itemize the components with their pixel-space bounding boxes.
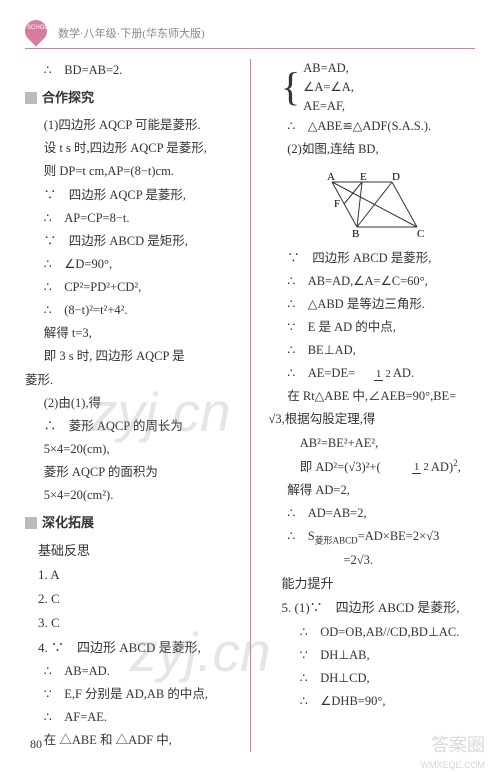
- brace-line: AE=AF,: [303, 97, 354, 116]
- section-header: 深化拓展: [25, 511, 232, 535]
- brace-system: { AB=AD, ∠A=∠A, AE=AF,: [281, 59, 475, 115]
- text-line: 则 DP=t cm,AP=(8−t)cm.: [25, 160, 232, 183]
- text-line: ∵ 四边形 AQCP 是菱形,: [25, 184, 232, 207]
- text-line: 即 3 s 时, 四边形 AQCP 是: [25, 345, 232, 368]
- text-line: ∴ DH⊥CD,: [269, 667, 476, 690]
- school-logo: SCHOOL: [25, 20, 50, 45]
- text-line: √3,根据勾股定理,得: [269, 408, 476, 431]
- text-line: ∴ AB=AD,∠A=∠C=60°,: [269, 270, 476, 293]
- text-line: ∴ (8−t)²=t²+4².: [25, 299, 232, 322]
- text-line: 菱形 AQCP 的面积为: [25, 461, 232, 484]
- question-item: 3. C: [38, 611, 232, 635]
- text-line: ∴ AD=AB=2,: [269, 502, 476, 525]
- section-title: 深化拓展: [42, 511, 94, 535]
- section-marker-icon: [25, 92, 37, 104]
- header-subject: 数学·八年级·下册(华东师大版): [58, 25, 205, 41]
- text-line: ∴ AP=CP=8−t.: [25, 207, 232, 230]
- text-line: 解得 t=3,: [25, 322, 232, 345]
- label-B: B: [352, 228, 359, 240]
- text-line: AB²=BE²+AE²,: [269, 432, 476, 455]
- corner-url: WMXEQE.COM: [421, 760, 486, 770]
- label-A: A: [327, 171, 335, 183]
- text-line: 在 Rt△ABE 中,∠AEB=90°,BE=: [269, 385, 476, 408]
- text-line: ∵ 四边形 ABCD 是矩形,: [25, 230, 232, 253]
- subsection-title: 能力提升: [282, 572, 476, 596]
- text-line: ∴ BE⊥AD,: [269, 339, 476, 362]
- question-item: 2. C: [38, 587, 232, 611]
- text-line: ∵ 四边形 ABCD 是菱形,: [269, 247, 476, 270]
- right-column: { AB=AD, ∠A=∠A, AE=AF, ∴ △ABE≌△ADF(S.A.S…: [269, 59, 476, 752]
- left-column: ∴ BD=AB=2. 合作探究 (1)四边形 AQCP 可能是菱形. 设 t s…: [25, 59, 232, 752]
- page-header: SCHOOL 数学·八年级·下册(华东师大版): [25, 20, 475, 49]
- text-line: =2√3.: [269, 549, 476, 572]
- text-line: ∴ AB=AD.: [25, 660, 232, 683]
- label-E: E: [360, 171, 367, 183]
- text-line: ∴ ∠D=90°,: [25, 253, 232, 276]
- text-line: ∵ E,F 分别是 AD,AB 的中点,: [25, 683, 232, 706]
- column-divider: [250, 59, 251, 752]
- text-line: 5×4=20(cm),: [25, 438, 232, 461]
- text-line: (2)由(1),得: [25, 392, 232, 415]
- text-line: (1)四边形 AQCP 可能是菱形.: [25, 114, 232, 137]
- text-line: 在 △ABE 和 △ADF 中,: [25, 729, 232, 752]
- text-line: 解得 AD=2,: [269, 479, 476, 502]
- question-item: 1. A: [38, 563, 232, 587]
- text-line: ∴ △ABD 是等边三角形.: [269, 293, 476, 316]
- brace-line: AB=AD,: [303, 59, 354, 78]
- text-line: ∴ 菱形 AQCP 的周长为: [25, 415, 232, 438]
- question-item: 4. ∵ 四边形 ABCD 是菱形,: [38, 636, 232, 660]
- text-line: 即 AD²=(√3)²+(12AD)2,: [269, 455, 476, 479]
- label-F: F: [334, 198, 340, 210]
- rhombus-diagram: A E D F B C: [312, 167, 432, 242]
- text-line: 设 t s 时,四边形 AQCP 是菱形,: [25, 137, 232, 160]
- section-title: 合作探究: [42, 86, 94, 110]
- question-item: 5. (1)∵ 四边形 ABCD 是菱形,: [282, 596, 476, 620]
- section-header: 合作探究: [25, 86, 232, 110]
- main-content: ∴ BD=AB=2. 合作探究 (1)四边形 AQCP 可能是菱形. 设 t s…: [25, 59, 475, 752]
- text-line: ∵ DH⊥AB,: [269, 644, 476, 667]
- text-line: ∴ BD=AB=2.: [25, 59, 232, 82]
- text-line: ∴ OD=OB,AB//CD,BD⊥AC.: [269, 621, 476, 644]
- section-marker-icon: [25, 517, 37, 529]
- text-line: ∴ AE=DE=12AD.: [269, 362, 476, 385]
- label-C: C: [417, 228, 424, 240]
- brace-line: ∠A=∠A,: [303, 78, 354, 97]
- text-line: (2)如图,连结 BD,: [269, 138, 476, 161]
- text-line: 5×4=20(cm²).: [25, 484, 232, 507]
- label-D: D: [392, 171, 400, 183]
- text-line: ∴ △ABE≌△ADF(S.A.S.).: [269, 115, 476, 138]
- text-line: 菱形.: [25, 369, 232, 392]
- text-line: ∴ S菱形ABCD=AD×BE=2×√3: [269, 525, 476, 549]
- left-brace-icon: {: [281, 67, 300, 107]
- text-line: ∴ CP²=PD²+CD²,: [25, 276, 232, 299]
- subsection-title: 基础反思: [38, 539, 232, 563]
- text-line: ∵ E 是 AD 的中点,: [269, 316, 476, 339]
- page-number: 80: [30, 737, 42, 752]
- text-line: ∴ AF=AE.: [25, 706, 232, 729]
- corner-brand: 答案圈: [431, 731, 485, 757]
- text-line: ∴ ∠DHB=90°,: [269, 690, 476, 713]
